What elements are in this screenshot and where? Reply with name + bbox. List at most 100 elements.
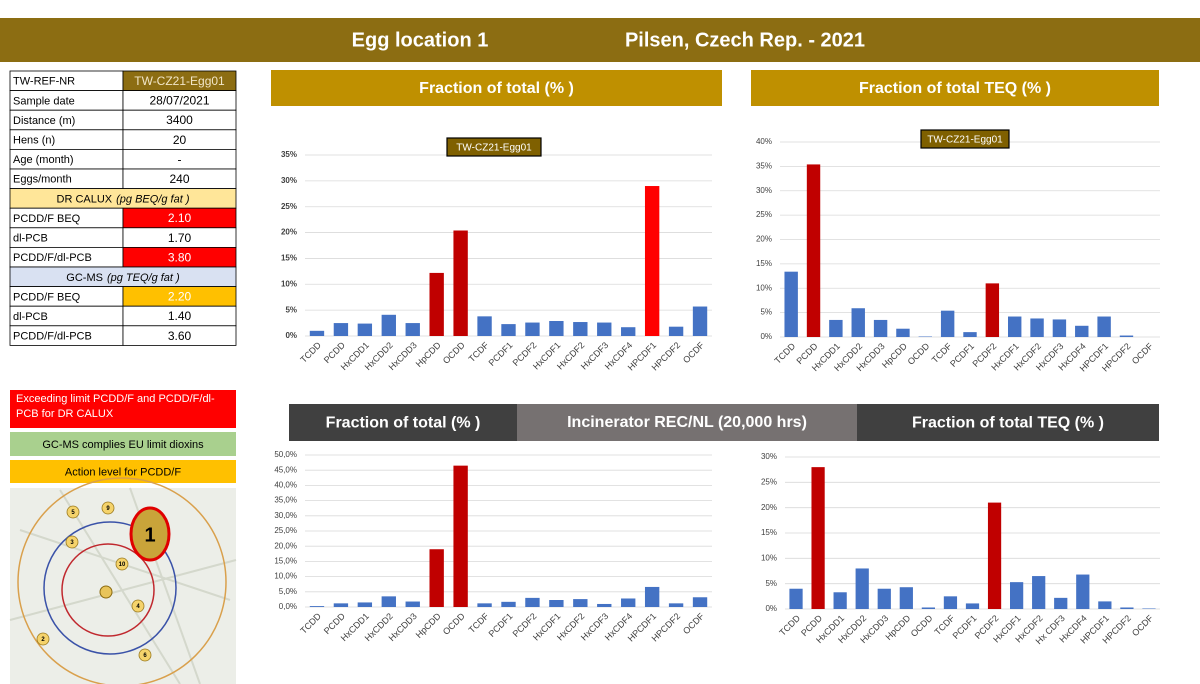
bar [1142, 608, 1156, 609]
bar [405, 323, 420, 336]
chart-banner [289, 404, 517, 441]
bar [987, 502, 1002, 609]
section-title: Incinerator REC/NL (20,000 hrs) [567, 414, 807, 431]
bar [1010, 582, 1024, 609]
x-tick-label: TCDD [777, 613, 802, 638]
chart-title: Fraction of total TEQ (% ) [859, 80, 1051, 97]
bar [873, 319, 888, 337]
note-text: Exceeding limit PCDD/F and PCDD/F/dl-PCB… [16, 393, 215, 420]
bar [1032, 576, 1046, 609]
bar [381, 314, 396, 336]
bar [429, 549, 444, 607]
y-tick-label: 5% [285, 305, 297, 314]
row-label: PCDD/F BEQ [13, 213, 81, 225]
bar [1098, 601, 1112, 609]
bar [985, 283, 1000, 337]
note-text: Action level for PCDD/F [65, 466, 181, 478]
legend-label: TW-CZ21-Egg01 [927, 135, 1003, 146]
bar [477, 603, 492, 607]
map-marker [101, 501, 115, 515]
y-tick-label: 5% [765, 579, 777, 588]
bar [357, 323, 373, 336]
section-unit: (pg TEQ/g fat ) [107, 272, 180, 284]
bar [429, 272, 444, 336]
row-label: dl-PCB [13, 233, 48, 245]
bar [1008, 316, 1022, 337]
bar [784, 271, 798, 337]
x-tick-label: HpCDD [414, 340, 443, 369]
row-label: PCDD/F/dl-PCB [13, 252, 92, 264]
y-tick-label: 25% [756, 210, 772, 219]
chart-banner [857, 404, 1159, 441]
map-marker-label: 6 [143, 653, 147, 659]
header-bar [0, 18, 1200, 62]
bar [573, 599, 588, 607]
x-tick-label: TCDD [298, 340, 323, 365]
x-tick-label: PCDF1 [487, 611, 515, 639]
bar [597, 322, 612, 336]
map-marker-label: 9 [106, 506, 110, 512]
y-tick-label: 15% [281, 254, 297, 263]
bar [829, 319, 843, 337]
bar [668, 603, 684, 607]
section-name: GC-MS [66, 272, 103, 284]
y-tick-label: 20% [281, 228, 297, 237]
bar [573, 322, 588, 336]
x-tick-label: TCDD [773, 341, 798, 366]
row-label: Distance (m) [13, 115, 75, 127]
y-tick-label: 15% [756, 259, 772, 268]
y-tick-label: 50,0% [274, 450, 297, 459]
x-tick-label: OCDD [906, 341, 932, 367]
bar [943, 596, 958, 609]
row-value: 1.70 [168, 231, 192, 245]
y-tick-label: 30% [756, 186, 772, 195]
x-tick-label: OCDF [1130, 341, 1155, 366]
map-marker-label: 10 [119, 562, 126, 568]
x-tick-label: OCDF [1130, 613, 1155, 638]
legend-box [446, 137, 542, 157]
bar [811, 467, 825, 609]
bar [525, 322, 540, 336]
row-value: 3.60 [168, 329, 192, 343]
y-tick-label: 25% [281, 202, 297, 211]
x-tick-label: OCDD [441, 611, 467, 637]
row-value: - [178, 152, 182, 166]
row-value: 2.10 [168, 211, 192, 225]
y-tick-label: 15,0% [274, 557, 297, 566]
bar [405, 601, 420, 607]
bar [806, 164, 821, 337]
y-tick-label: 25,0% [274, 526, 297, 535]
bar [453, 230, 468, 336]
row-value: 1.40 [168, 309, 192, 323]
y-tick-label: 30,0% [274, 511, 297, 520]
bar [1054, 597, 1068, 609]
y-tick-label: 20,0% [274, 541, 297, 550]
y-tick-label: 35,0% [274, 496, 297, 505]
bar [501, 601, 516, 607]
y-tick-label: 10,0% [274, 572, 297, 581]
header-title: Egg location 1 [352, 29, 489, 51]
section-banner [517, 404, 857, 441]
y-tick-label: 10% [761, 553, 777, 562]
bar [833, 592, 847, 609]
row-value: 2.20 [168, 290, 192, 304]
map-marker-label: 5 [71, 510, 75, 516]
row-value: 3.80 [168, 250, 192, 264]
row-label: dl-PCB [13, 311, 48, 323]
note-box [10, 390, 236, 428]
y-tick-label: 0% [760, 332, 772, 341]
bar [1119, 335, 1134, 337]
row-label: Hens (n) [13, 135, 55, 147]
x-tick-label: OCDD [441, 340, 467, 366]
map-marker [138, 648, 152, 662]
y-tick-label: 40,0% [274, 481, 297, 490]
bar [789, 588, 803, 609]
bar [855, 568, 869, 609]
header-subtitle: Pilsen, Czech Rep. - 2021 [625, 29, 865, 51]
bar [381, 596, 396, 607]
chart-title: Fraction of total (% ) [326, 415, 481, 432]
row-label: Sample date [13, 95, 75, 107]
section-name: DR CALUX [57, 193, 113, 205]
row-label: TW-REF-NR [13, 76, 75, 88]
